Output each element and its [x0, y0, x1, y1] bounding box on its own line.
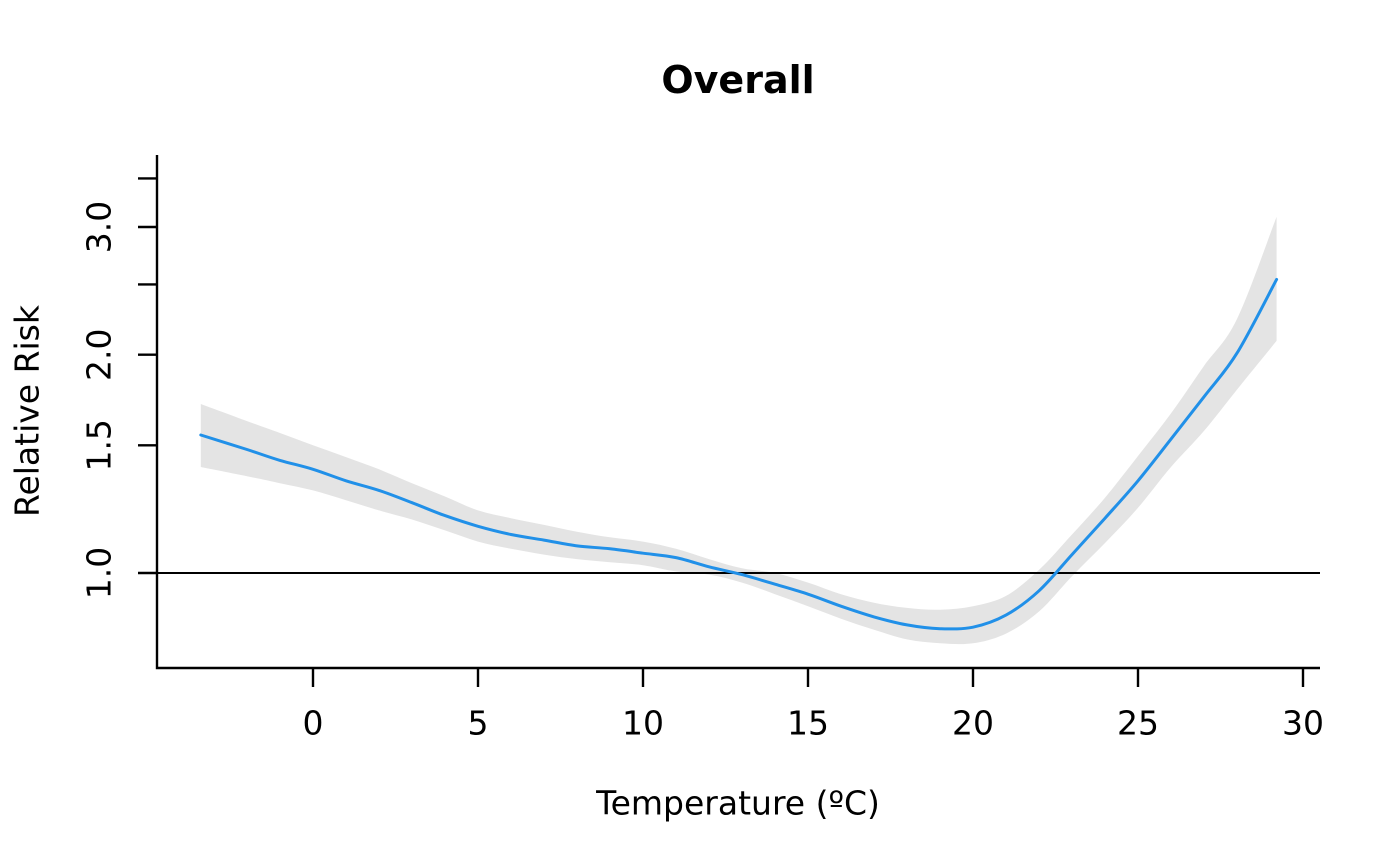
y-tick-label: 1.0	[80, 547, 119, 599]
y-ticks-group: 1.0 1.5 2.0 3.0	[80, 177, 157, 599]
axis-frame	[155, 155, 1320, 670]
axes-group	[155, 155, 1320, 670]
confidence-band-area	[200, 216, 1277, 645]
x-tick-label: 20	[952, 704, 994, 743]
x-tick-label: 25	[1117, 704, 1159, 743]
x-tick-label: 30	[1282, 704, 1324, 743]
y-tick-label: 2.0	[80, 328, 119, 380]
risk-curve	[199, 277, 1279, 631]
y-tick-label: 3.0	[80, 201, 119, 253]
x-ticks-group: 0 5 10 15 20 25 30	[303, 668, 1324, 743]
confidence-band	[200, 216, 1277, 645]
x-tick-label: 0	[303, 704, 324, 743]
x-tick-label: 5	[468, 704, 489, 743]
chart-title: Overall	[661, 58, 814, 102]
x-tick-label: 15	[787, 704, 829, 743]
y-tick-label: 1.5	[80, 419, 119, 471]
x-tick-label: 10	[622, 704, 664, 743]
risk-curve-group	[199, 277, 1279, 631]
x-axis-label: Temperature (ºC)	[595, 784, 880, 823]
y-axis-label: Relative Risk	[8, 304, 47, 517]
